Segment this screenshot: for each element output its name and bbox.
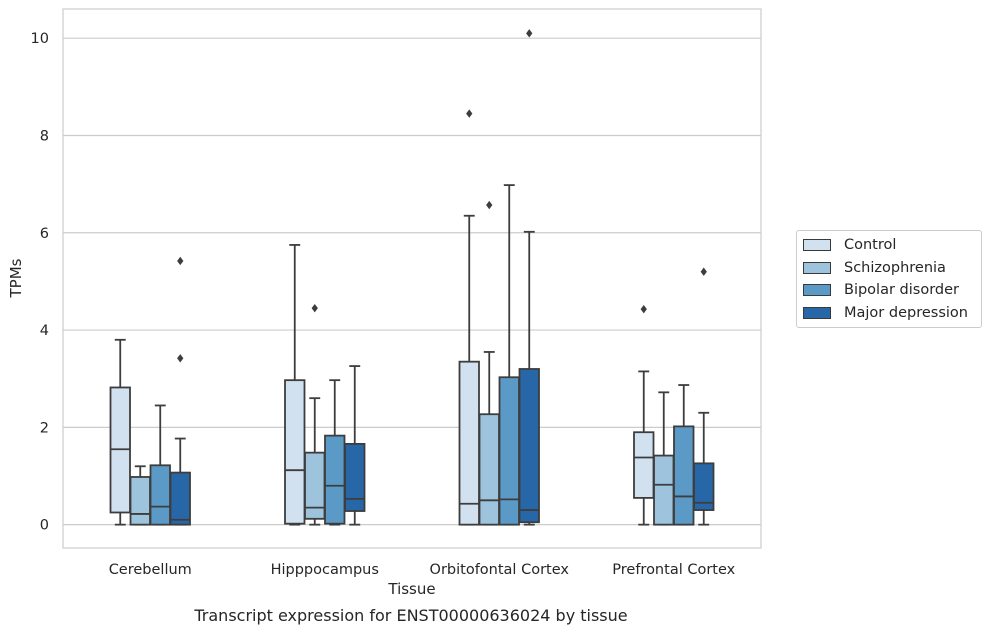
box-body (169, 471, 191, 526)
box-group (673, 384, 695, 526)
figure-caption: Transcript expression for ENST0000063602… (194, 606, 628, 625)
legend-label: Control (844, 237, 897, 254)
y-tick-label: 4 (40, 323, 49, 339)
legend-swatch (803, 306, 831, 319)
box-group (304, 303, 326, 526)
box-body (458, 360, 480, 526)
outlier-marker (466, 109, 473, 118)
x-tick-label: Hipppocampus (271, 562, 379, 578)
y-tick-label: 0 (40, 518, 49, 534)
box-group (169, 256, 191, 526)
legend-label: Major depression (844, 304, 968, 321)
box-body (498, 376, 520, 526)
legend-item: Control (797, 234, 981, 257)
box-group (633, 304, 655, 526)
box-body (633, 431, 655, 499)
legend-swatch (803, 239, 831, 252)
box-group (109, 338, 131, 526)
outlier-marker (526, 29, 533, 38)
box-body (518, 368, 540, 524)
box-group (693, 267, 715, 526)
box-body (693, 462, 715, 511)
legend-label: Schizophrenia (844, 259, 946, 276)
outlier-marker (486, 200, 493, 210)
plot-frame (62, 8, 762, 549)
legend-swatch (803, 261, 831, 274)
y-tick-label: 8 (40, 128, 49, 144)
y-axis-label: TPMs (7, 258, 25, 298)
outlier-marker (177, 256, 184, 266)
box-body (284, 379, 306, 525)
box-group (344, 365, 366, 526)
outlier-marker (311, 303, 318, 313)
box-body (304, 451, 326, 520)
x-tick-label: Cerebellum (109, 562, 192, 578)
box-body (344, 442, 366, 512)
y-tick-label: 2 (40, 420, 49, 436)
box-group (129, 465, 151, 526)
y-tick-label: 6 (40, 226, 49, 242)
legend-swatch (803, 284, 831, 297)
x-tick-label: Orbitofontal Cortex (430, 562, 570, 578)
box-body (129, 476, 151, 526)
box-body (324, 434, 346, 525)
box-group (518, 29, 540, 526)
outlier-marker (700, 267, 707, 276)
box-body (149, 464, 171, 526)
outlier-marker (640, 304, 647, 314)
boxes (109, 29, 715, 526)
y-tick-label: 10 (31, 31, 49, 47)
x-axis-label: Tissue (387, 580, 435, 598)
box-group (478, 200, 500, 526)
box-body (478, 413, 500, 526)
legend: Control Schizophrenia Bipolar disorder Majo… (796, 230, 982, 328)
legend-label: Bipolar disorder (844, 282, 959, 299)
x-tick-labels: Cerebellum Hipppocampus Orbitofontal Corte… (109, 562, 736, 578)
box-body (653, 454, 675, 526)
legend-item: Major depression (797, 302, 981, 325)
y-tick-labels: 0 2 4 6 8 10 (31, 31, 49, 533)
outlier-marker (177, 354, 184, 363)
legend-item: Schizophrenia (797, 257, 981, 280)
box-body (673, 425, 695, 526)
legend-item: Bipolar disorder (797, 279, 981, 302)
x-tick-label: Prefrontal Cortex (612, 562, 735, 578)
